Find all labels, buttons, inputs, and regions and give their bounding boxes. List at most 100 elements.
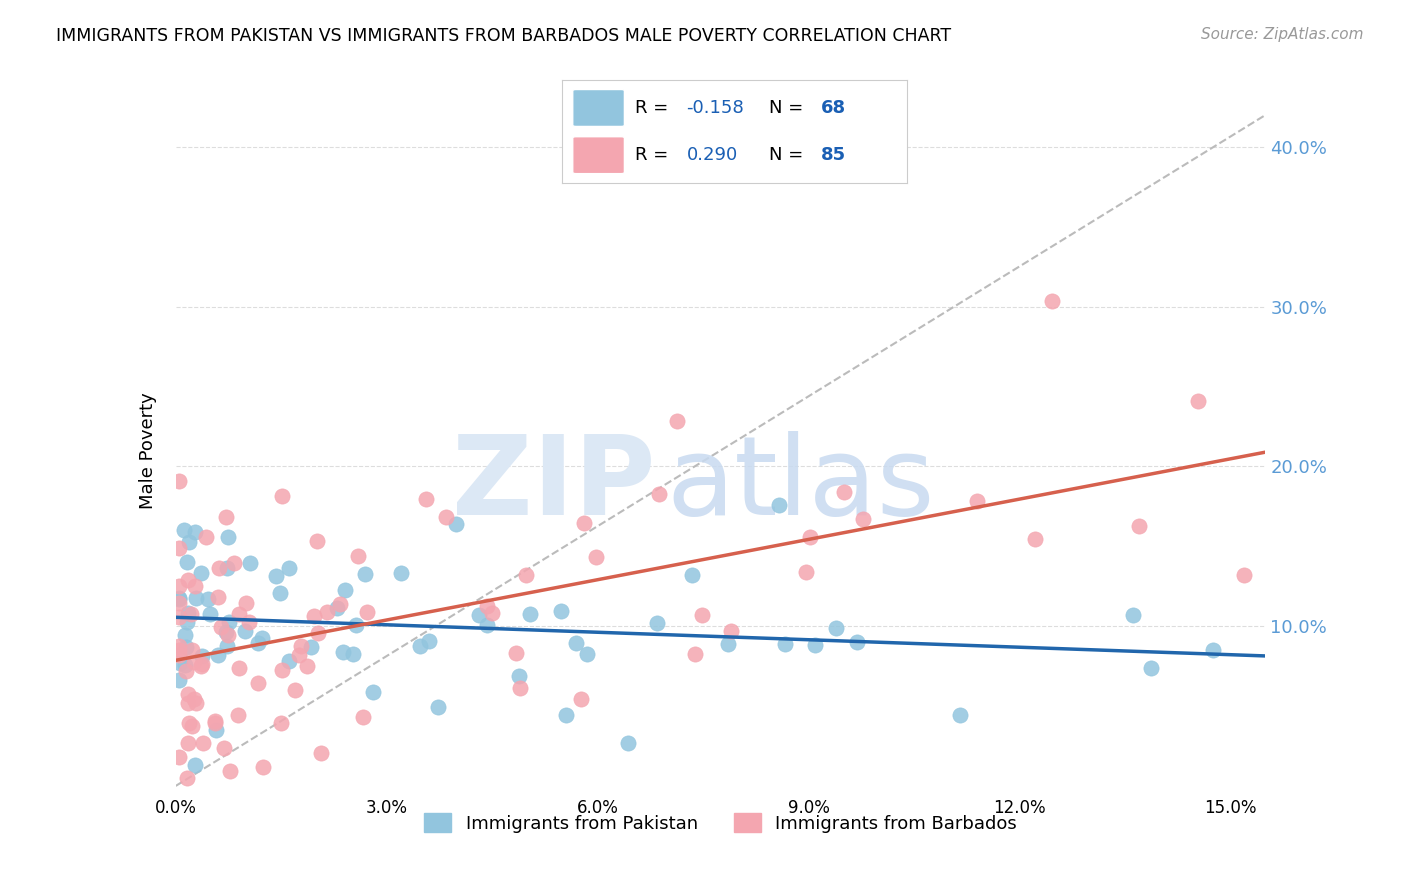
Point	[346, 549, 368, 564]
Point	[169, 639, 191, 653]
Point	[477, 599, 499, 613]
Point	[307, 533, 329, 548]
Point	[278, 654, 301, 668]
Point	[222, 556, 245, 570]
Point	[179, 716, 201, 731]
Point	[508, 669, 530, 683]
Point	[361, 685, 384, 699]
Point	[616, 736, 638, 750]
Point	[277, 560, 299, 574]
Point	[218, 764, 240, 778]
Point	[342, 648, 364, 662]
Point	[1233, 567, 1256, 582]
Point	[585, 550, 607, 565]
Point	[264, 569, 287, 583]
Point	[1122, 607, 1144, 622]
Point	[215, 624, 238, 639]
Point	[717, 637, 740, 651]
Point	[169, 673, 191, 687]
Point	[174, 657, 197, 672]
Point	[333, 583, 356, 598]
Point	[208, 561, 231, 575]
Point	[1140, 661, 1163, 675]
Point	[481, 606, 503, 620]
Point	[409, 639, 432, 653]
Point	[949, 708, 972, 723]
Text: 0.290: 0.290	[686, 146, 738, 164]
Point	[966, 494, 988, 508]
Point	[352, 709, 374, 723]
Point	[198, 607, 221, 621]
Point	[685, 647, 707, 661]
Point	[1024, 532, 1046, 546]
Point	[180, 607, 202, 621]
Point	[218, 615, 240, 629]
Point	[169, 610, 191, 624]
Point	[174, 640, 197, 654]
Point	[427, 700, 450, 714]
Point	[295, 659, 318, 673]
Point	[468, 608, 491, 623]
Point	[444, 516, 467, 531]
Text: Source: ZipAtlas.com: Source: ZipAtlas.com	[1201, 27, 1364, 42]
Point	[217, 530, 239, 544]
Point	[1040, 293, 1063, 308]
Point	[184, 525, 207, 540]
Point	[287, 648, 309, 663]
Point	[515, 568, 537, 582]
Point	[1202, 643, 1225, 657]
Point	[209, 620, 232, 634]
Point	[169, 579, 191, 593]
Point	[834, 484, 856, 499]
Point	[169, 750, 191, 764]
Point	[569, 692, 592, 706]
Point	[326, 600, 349, 615]
Point	[217, 640, 239, 654]
Point	[475, 617, 498, 632]
Text: N =: N =	[769, 99, 808, 117]
Point	[645, 615, 668, 630]
Point	[226, 707, 249, 722]
Point	[309, 746, 332, 760]
Point	[207, 648, 229, 663]
Point	[690, 608, 713, 623]
Point	[773, 637, 796, 651]
Point	[169, 541, 191, 555]
Text: atlas: atlas	[666, 432, 935, 538]
Point	[217, 627, 239, 641]
Point	[183, 692, 205, 706]
Point	[184, 757, 207, 772]
FancyBboxPatch shape	[572, 89, 624, 127]
Point	[270, 715, 292, 730]
Point	[519, 607, 541, 621]
Point	[572, 516, 595, 530]
Y-axis label: Male Poverty: Male Poverty	[139, 392, 157, 508]
Point	[681, 567, 703, 582]
Point	[799, 531, 821, 545]
Point	[176, 771, 198, 785]
Point	[239, 556, 262, 570]
Text: R =: R =	[634, 99, 673, 117]
Point	[316, 605, 339, 619]
Point	[270, 663, 292, 677]
Point	[824, 621, 846, 635]
Point	[169, 648, 191, 662]
Point	[302, 609, 325, 624]
Point	[186, 591, 208, 606]
Point	[176, 615, 198, 629]
Point	[184, 696, 207, 710]
Point	[252, 631, 274, 645]
Point	[794, 565, 817, 579]
Point	[174, 628, 197, 642]
Point	[720, 624, 742, 638]
Point	[550, 604, 572, 618]
Point	[238, 615, 260, 629]
Point	[173, 524, 195, 538]
Point	[183, 655, 205, 669]
Point	[181, 642, 204, 657]
Point	[169, 596, 191, 610]
Point	[233, 624, 256, 638]
Point	[246, 676, 269, 690]
Point	[205, 723, 228, 738]
Point	[174, 665, 197, 679]
